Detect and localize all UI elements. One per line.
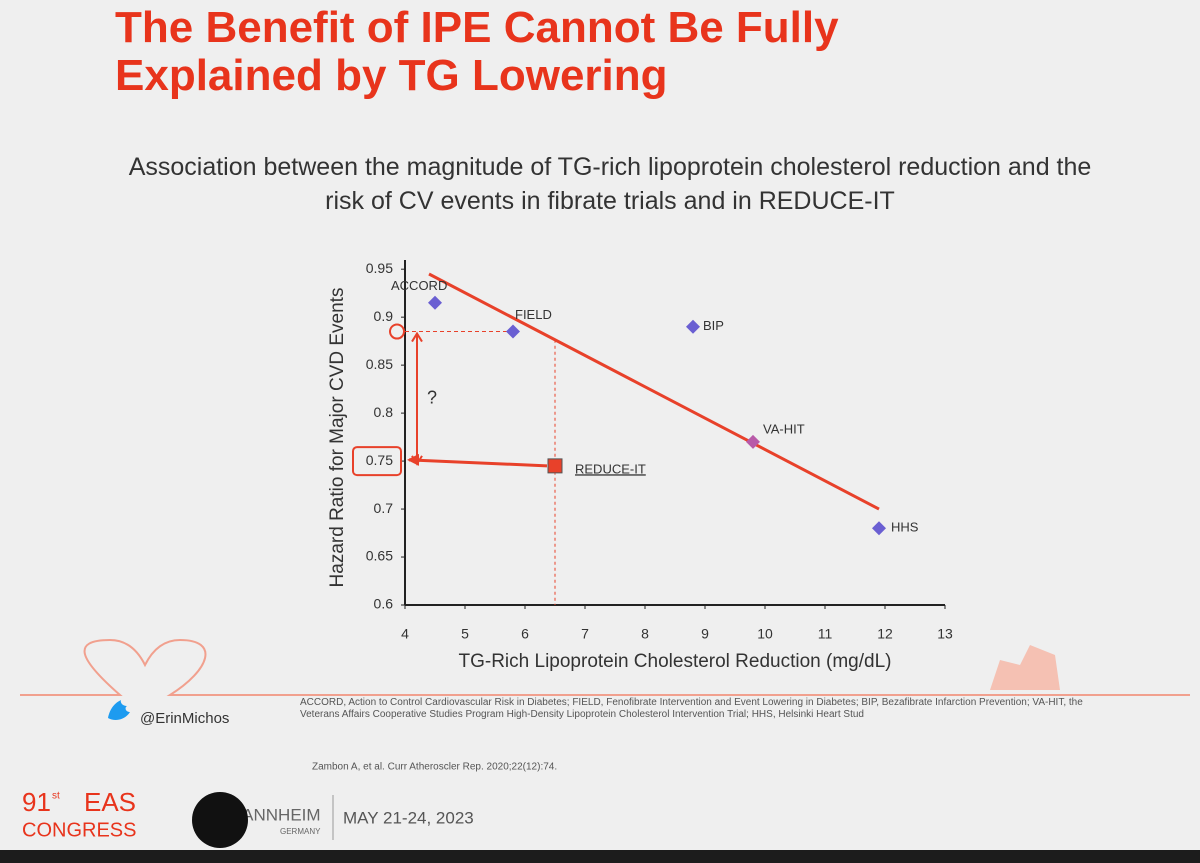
point-label: BIP	[703, 318, 724, 333]
point	[746, 434, 760, 449]
city: MANNHEIM	[228, 805, 321, 824]
y-tick-label: 0.6	[374, 596, 394, 612]
twitter-icon	[108, 700, 130, 720]
x-tick-label: 11	[818, 626, 833, 642]
x-tick-label: 7	[581, 626, 589, 642]
abbrev-box: ACCORD, Action to Control Cardiovascular…	[300, 697, 1083, 720]
country: GERMANY	[280, 827, 321, 836]
point-label: HHS	[891, 520, 919, 535]
abbreviations: ACCORD, Action to Control Cardiovascular…	[300, 697, 1083, 720]
heart-decoration	[20, 638, 1190, 696]
x-axis-label: TG-Rich Lipoprotein Cholesterol Reductio…	[459, 651, 892, 672]
y-tick-label: 0.85	[366, 356, 393, 372]
point	[506, 324, 520, 339]
guide-circle	[389, 323, 405, 340]
arrow-head	[407, 453, 419, 466]
point-label: VA-HIT	[763, 421, 805, 436]
x-tick-label: 10	[757, 626, 773, 642]
point	[872, 521, 886, 536]
guide-box	[352, 446, 402, 477]
audience-head	[192, 792, 248, 848]
congress-suffix: st	[52, 791, 60, 802]
dates: MAY 21-24, 2023	[343, 808, 474, 827]
congress-word: CONGRESS	[22, 819, 136, 841]
x-tick-label: 4	[401, 626, 409, 642]
x-tick-label: 5	[461, 626, 469, 642]
point-label: REDUCE-IT	[575, 461, 646, 476]
skyline-decoration	[990, 645, 1060, 690]
point	[428, 295, 442, 310]
point	[686, 319, 700, 334]
slide-subtitle: Association between the magnitude of TG-…	[128, 153, 1092, 215]
point-label: FIELD	[515, 307, 552, 322]
trend-line	[428, 272, 880, 511]
x-tick-label: 12	[877, 626, 893, 642]
y-tick-label: 0.9	[374, 308, 394, 324]
point	[547, 458, 563, 474]
y-tick-label: 0.65	[366, 548, 393, 564]
congress-name: EAS	[84, 787, 136, 817]
y-tick-label: 0.75	[366, 452, 393, 468]
arrow-horizontal	[408, 458, 548, 468]
x-tick-label: 13	[937, 626, 953, 642]
annotation: ?	[427, 387, 437, 407]
slide-title: The Benefit of IPE Cannot Be Fully Expla…	[115, 3, 839, 100]
twitter-handle: @ErinMichos	[140, 710, 229, 727]
y-tick-label: 0.8	[374, 404, 394, 420]
congress-number: 91	[22, 787, 51, 817]
point-label: ACCORD	[391, 278, 447, 293]
x-tick-label: 9	[701, 626, 709, 642]
y-tick-label: 0.95	[366, 260, 393, 276]
x-tick-label: 8	[641, 626, 649, 642]
y-tick-label: 0.7	[374, 500, 394, 516]
y-axis-label: Hazard Ratio for Major CVD Events	[327, 288, 348, 588]
citation: Zambon A, et al. Curr Atheroscler Rep. 2…	[312, 762, 557, 773]
x-tick-label: 6	[521, 626, 529, 642]
